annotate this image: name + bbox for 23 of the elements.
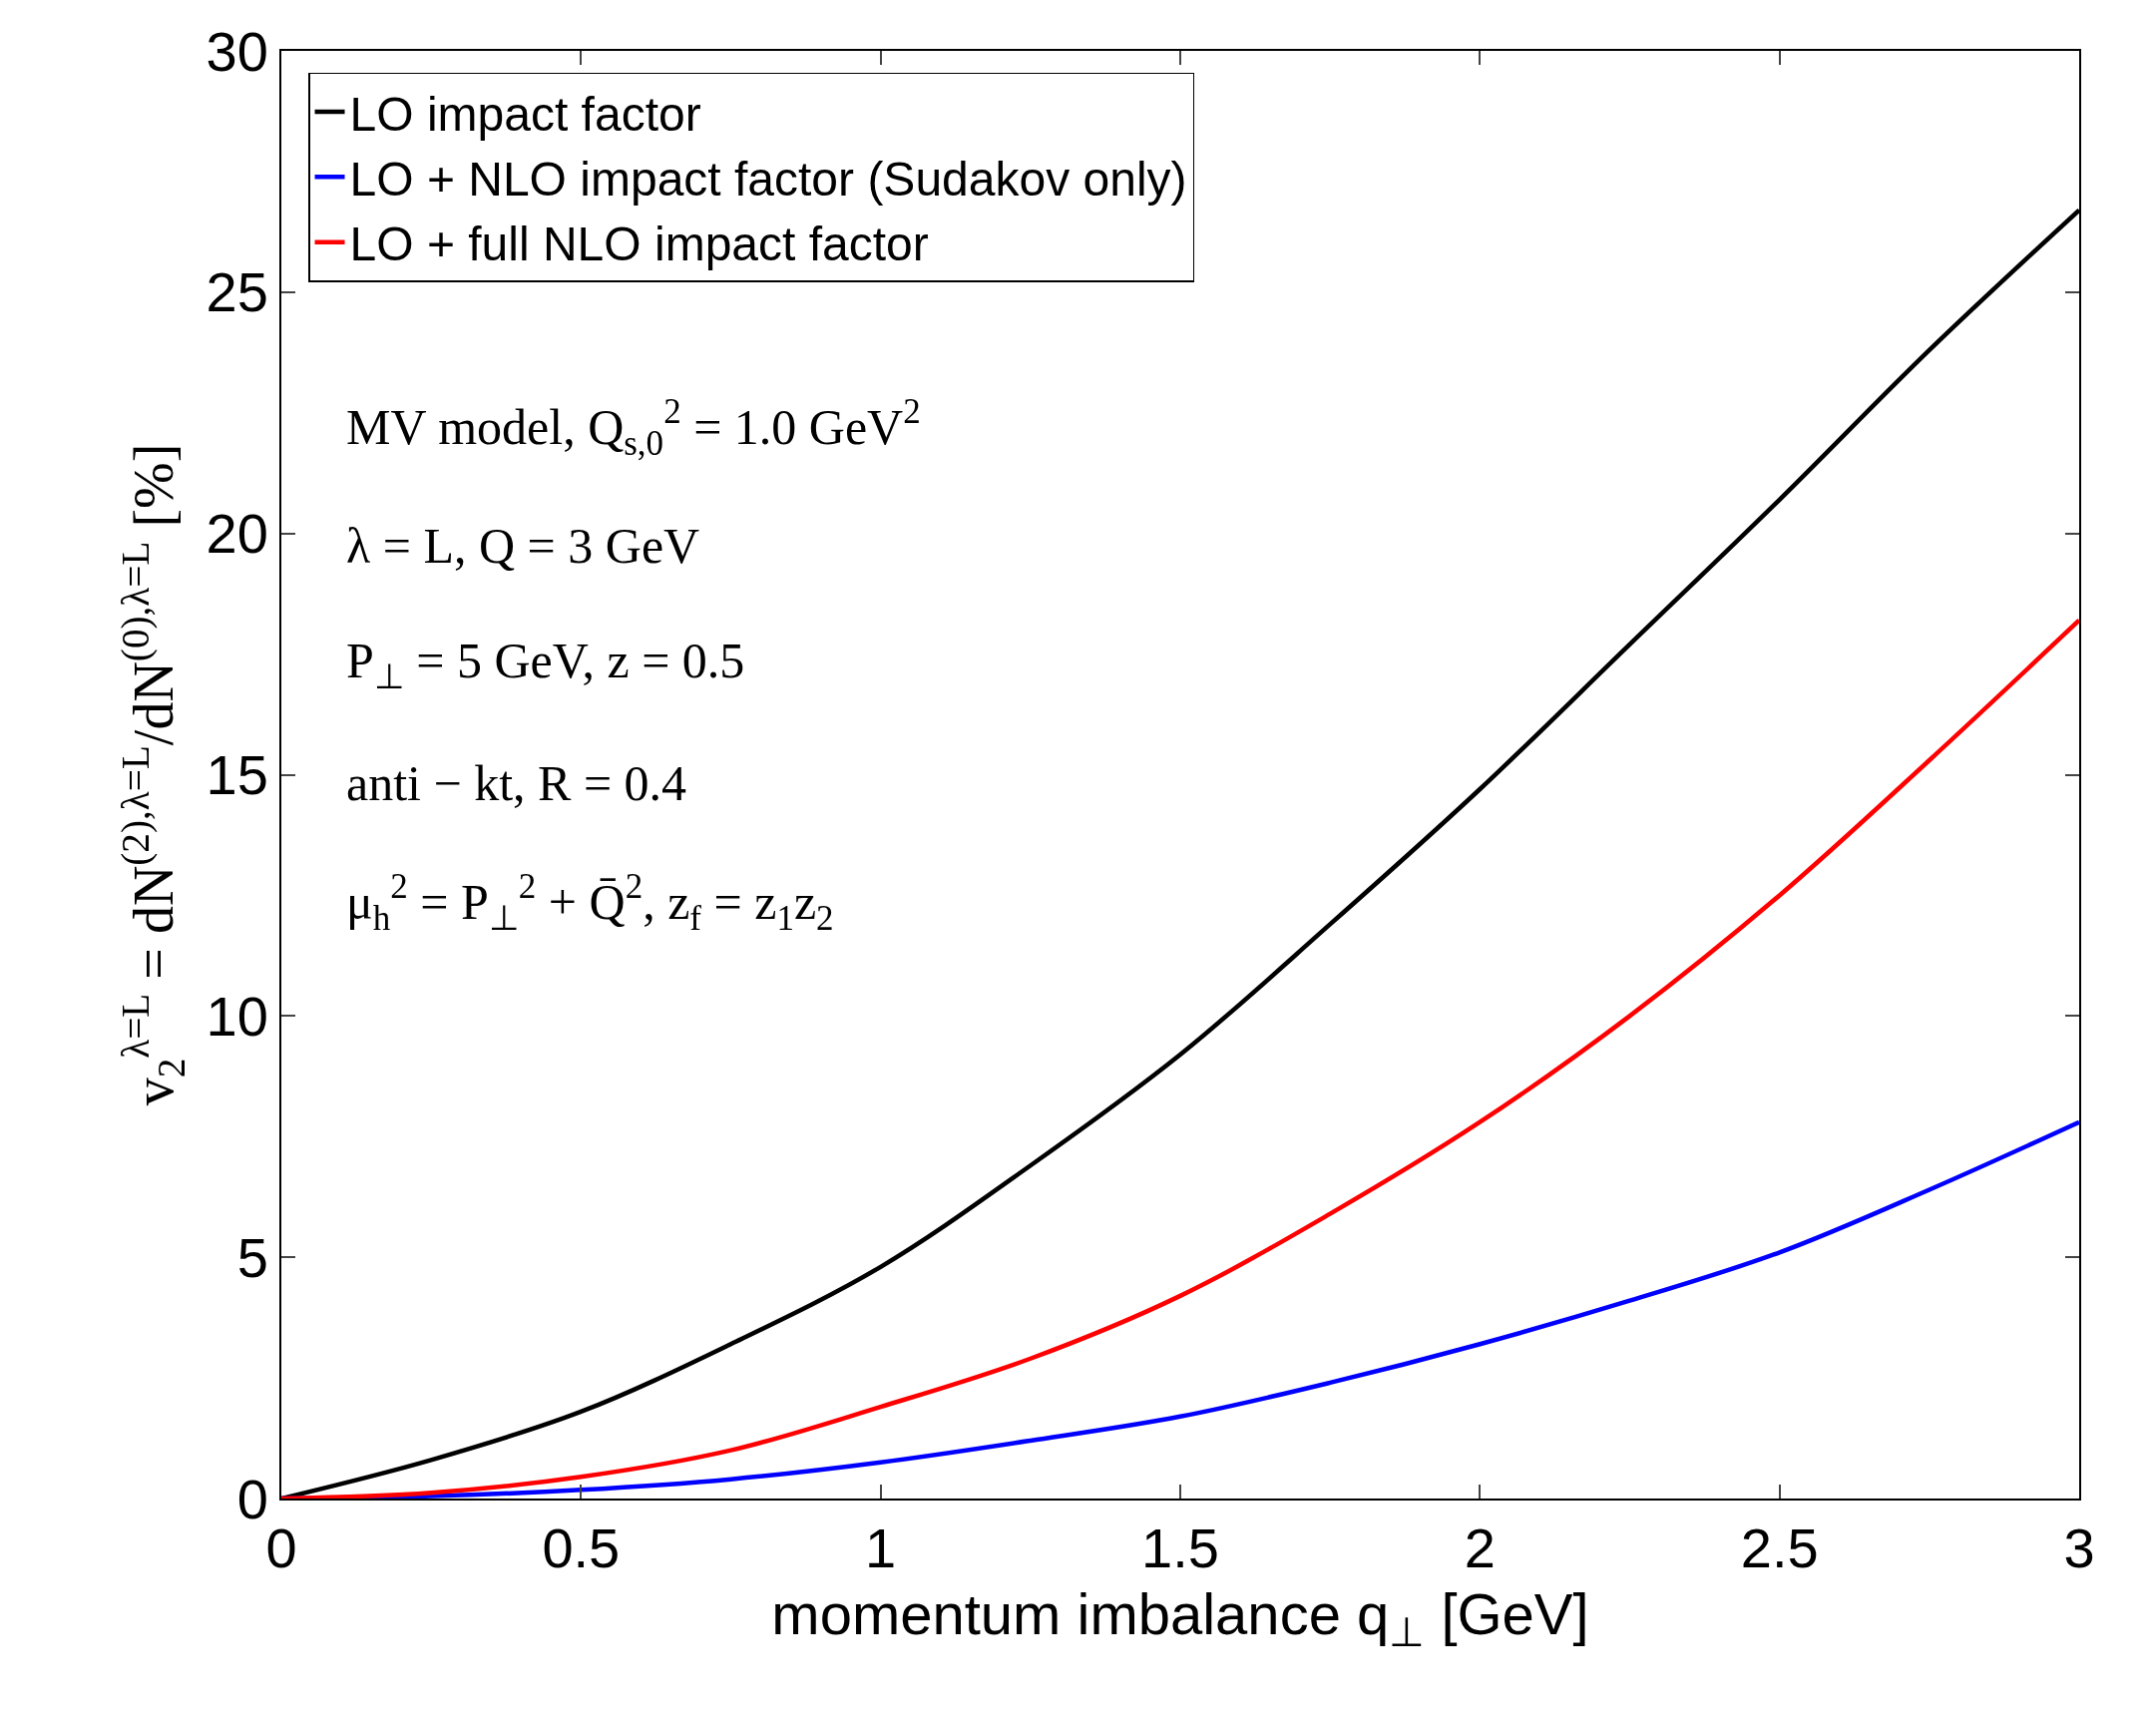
annotation: λ = L, Q = 3 GeV <box>346 518 700 574</box>
x-tick-label: 0.5 <box>542 1516 621 1580</box>
y-tick-label: 15 <box>206 743 268 807</box>
annotation: P$_{⊥}$ = 5 GeV, z = 0.5 <box>346 633 745 696</box>
text: μ$_{h}$$^{2}$ = P$_{⊥}$$^{2}$ + Q̄$^{2}$, z$_{f}$ = z$_{1}$z$_{2}$ <box>346 867 834 938</box>
line-series <box>281 618 2079 1499</box>
legend-label: LO + full NLO impact factor <box>349 217 929 271</box>
y-tick-label: 5 <box>236 1225 268 1289</box>
x-tick-label: 1.5 <box>1141 1516 1219 1580</box>
y-tick-label: 25 <box>206 260 268 324</box>
legend-label: LO impact factor <box>349 87 701 141</box>
legend-label: LO + NLO impact factor (Sudakov only) <box>349 153 1187 207</box>
x-tick-label: 3 <box>2063 1516 2095 1580</box>
y-tick-label: 10 <box>206 984 268 1048</box>
x-tick-label: 2.5 <box>1740 1516 1819 1580</box>
y-tick-label: 20 <box>206 502 268 566</box>
y-tick-label: 0 <box>236 1467 268 1530</box>
annotation: anti − kt, R = 0.4 <box>346 755 687 811</box>
x-axis-title: momentum imbalance q$_{⊥}$ [GeV] <box>771 1580 1589 1655</box>
x-tick-label: 1 <box>865 1516 897 1580</box>
y-tick-label: 30 <box>206 19 268 83</box>
annotation: MV model, Q$_{s,0}$$^{2}$ = 1.0 GeV$^{2}$ <box>346 392 921 463</box>
x-tick-label: 2 <box>1464 1516 1496 1580</box>
